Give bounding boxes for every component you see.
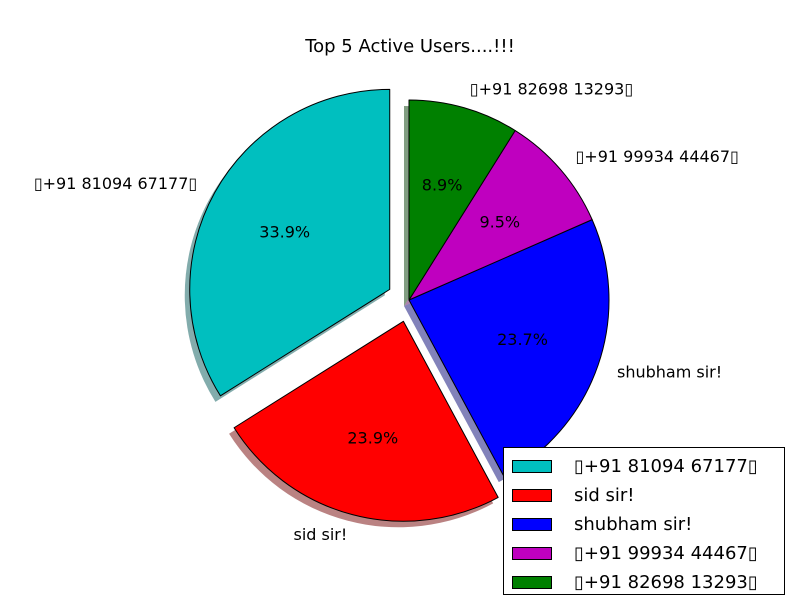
legend-swatch [512, 489, 552, 502]
pie-slice [408, 99, 516, 301]
legend-swatch [512, 518, 552, 531]
pie-slice [233, 320, 499, 522]
legend-label: ▯+91 82698 13293▯ [574, 572, 758, 593]
slice-percent-label: 23.7% [497, 330, 548, 349]
slice-category-label: ▯+91 99934 44467▯ [576, 147, 739, 166]
chart-legend: ▯+91 81094 67177▯ sid sir! shubham sir! ▯+9… [503, 447, 785, 595]
legend-label: sid sir! [574, 485, 635, 506]
pie-slice [408, 130, 593, 301]
legend-item: ▯+91 81094 67177▯ [504, 452, 784, 481]
slice-category-label: sid sir! [294, 525, 348, 544]
legend-swatch [512, 460, 552, 473]
legend-label: ▯+91 99934 44467▯ [574, 543, 758, 564]
slice-category-label: ▯+91 81094 67177▯ [34, 174, 197, 193]
legend-label: ▯+91 81094 67177▯ [574, 456, 758, 477]
legend-item: ▯+91 99934 44467▯ [504, 539, 784, 568]
slice-percent-label: 9.5% [479, 213, 520, 232]
legend-item: shubham sir! [504, 510, 784, 539]
chart-title: Top 5 Active Users....!!! [305, 36, 515, 57]
slice-percent-label: 8.9% [422, 176, 463, 195]
slice-percent-label: 33.9% [259, 222, 310, 241]
slice-percent-label: 23.9% [347, 428, 398, 447]
legend-swatch [512, 547, 552, 560]
slice-category-label: shubham sir! [617, 363, 722, 382]
legend-label: shubham sir! [574, 514, 693, 535]
legend-swatch [512, 576, 552, 589]
legend-item: ▯+91 82698 13293▯ [504, 568, 784, 597]
legend-item: sid sir! [504, 481, 784, 510]
pie-slice [189, 88, 391, 397]
slice-category-label: ▯+91 82698 13293▯ [470, 80, 633, 99]
